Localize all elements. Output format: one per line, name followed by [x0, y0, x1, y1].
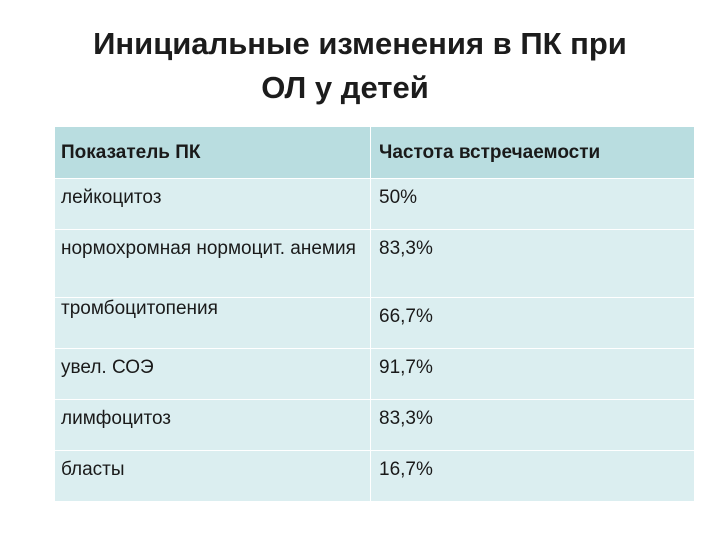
table-row: бласты 16,7%	[54, 450, 695, 502]
table-row: лейкоцитоз 50%	[54, 178, 695, 230]
table-header-row: Показатель ПК Частота встречаемости	[54, 126, 695, 179]
indicator-cell: увел. СОЭ	[54, 348, 371, 400]
indicator-cell: лейкоцитоз	[54, 178, 371, 230]
indicator-cell: лимфоцитоз	[54, 399, 371, 451]
indicator-cell: нормохромная нормоцит. анемия	[54, 229, 371, 298]
indicator-cell: тромбоцитопения	[54, 297, 371, 349]
frequency-cell: 83,3%	[370, 399, 695, 451]
header-frequency: Частота встречаемости	[370, 126, 695, 179]
header-indicator: Показатель ПК	[54, 126, 371, 179]
table-row: увел. СОЭ 91,7%	[54, 348, 695, 400]
indicator-cell: бласты	[54, 450, 371, 502]
frequency-cell: 16,7%	[370, 450, 695, 502]
frequency-cell: 91,7%	[370, 348, 695, 400]
frequency-cell: 66,7%	[370, 297, 695, 349]
frequency-cell: 83,3%	[370, 229, 695, 298]
table-row: тромбоцитопения 66,7%	[54, 297, 695, 349]
slide-title: Инициальные изменения в ПК при ОЛ у дете…	[0, 22, 720, 110]
table-row: лимфоцитоз 83,3%	[54, 399, 695, 451]
title-line-1: Инициальные изменения в ПК при	[93, 26, 627, 61]
title-line-2: ОЛ у детей	[261, 70, 429, 105]
frequency-cell: 50%	[370, 178, 695, 230]
table-row: нормохромная нормоцит. анемия 83,3%	[54, 229, 695, 298]
data-table: Показатель ПК Частота встречаемости лейк…	[54, 126, 695, 502]
